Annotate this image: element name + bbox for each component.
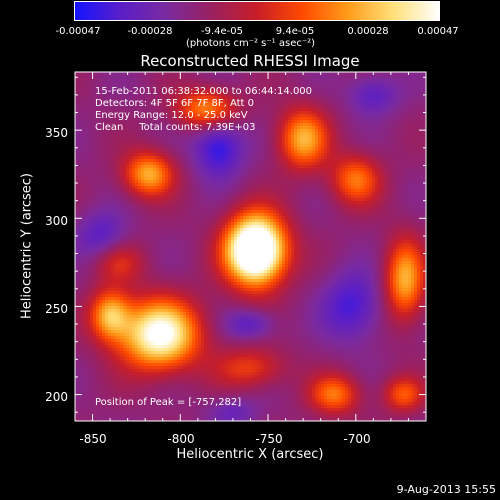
detectors-label: Detectors: 4F 5F 6F 7F 8F, Att 0 <box>95 98 255 109</box>
colorbar <box>74 1 440 21</box>
y-tick-label: 300 <box>45 214 68 228</box>
peak-position-label: Position of Peak = [-757,282] <box>95 397 242 408</box>
colorbar-tick: -0.00028 <box>127 26 173 37</box>
x-tick-label: -800 <box>167 432 195 446</box>
y-tick-label: 200 <box>45 390 68 404</box>
chart-title: Reconstructed RHESSI Image <box>140 52 360 70</box>
footer-date: 9-Aug-2013 15:55 <box>396 483 496 496</box>
axis-ticks <box>75 72 426 421</box>
colorbar-tick: -9.4e-05 <box>201 26 243 37</box>
energy-range-label: Energy Range: 12.0 - 25.0 keV <box>95 110 248 121</box>
x-tick-label: -850 <box>79 432 107 446</box>
colorbar-tick: 9.4e-05 <box>275 26 315 37</box>
heatmap-image <box>75 72 427 422</box>
y-tick-label: 350 <box>45 126 68 140</box>
time-range-label: 15-Feb-2011 06:38:32.000 to 06:44:14.000 <box>95 86 313 97</box>
colorbar-tick: -0.00047 <box>55 26 101 37</box>
x-tick-label: -750 <box>255 432 283 446</box>
colorbar-tick: 0.00028 <box>347 26 389 37</box>
clean-counts-label: Clean Total counts: 7.39E+03 <box>95 122 256 133</box>
x-tick-label: -700 <box>343 432 371 446</box>
colorbar-tick: 0.00047 <box>417 26 459 37</box>
colorbar-unit-label: (photons cm⁻² s⁻¹ asec⁻²) <box>186 38 316 49</box>
x-axis-label: Heliocentric X (arcsec) <box>176 447 324 462</box>
y-tick-label: 250 <box>45 302 68 316</box>
y-axis-label: Heliocentric Y (arcsec) <box>19 173 35 319</box>
